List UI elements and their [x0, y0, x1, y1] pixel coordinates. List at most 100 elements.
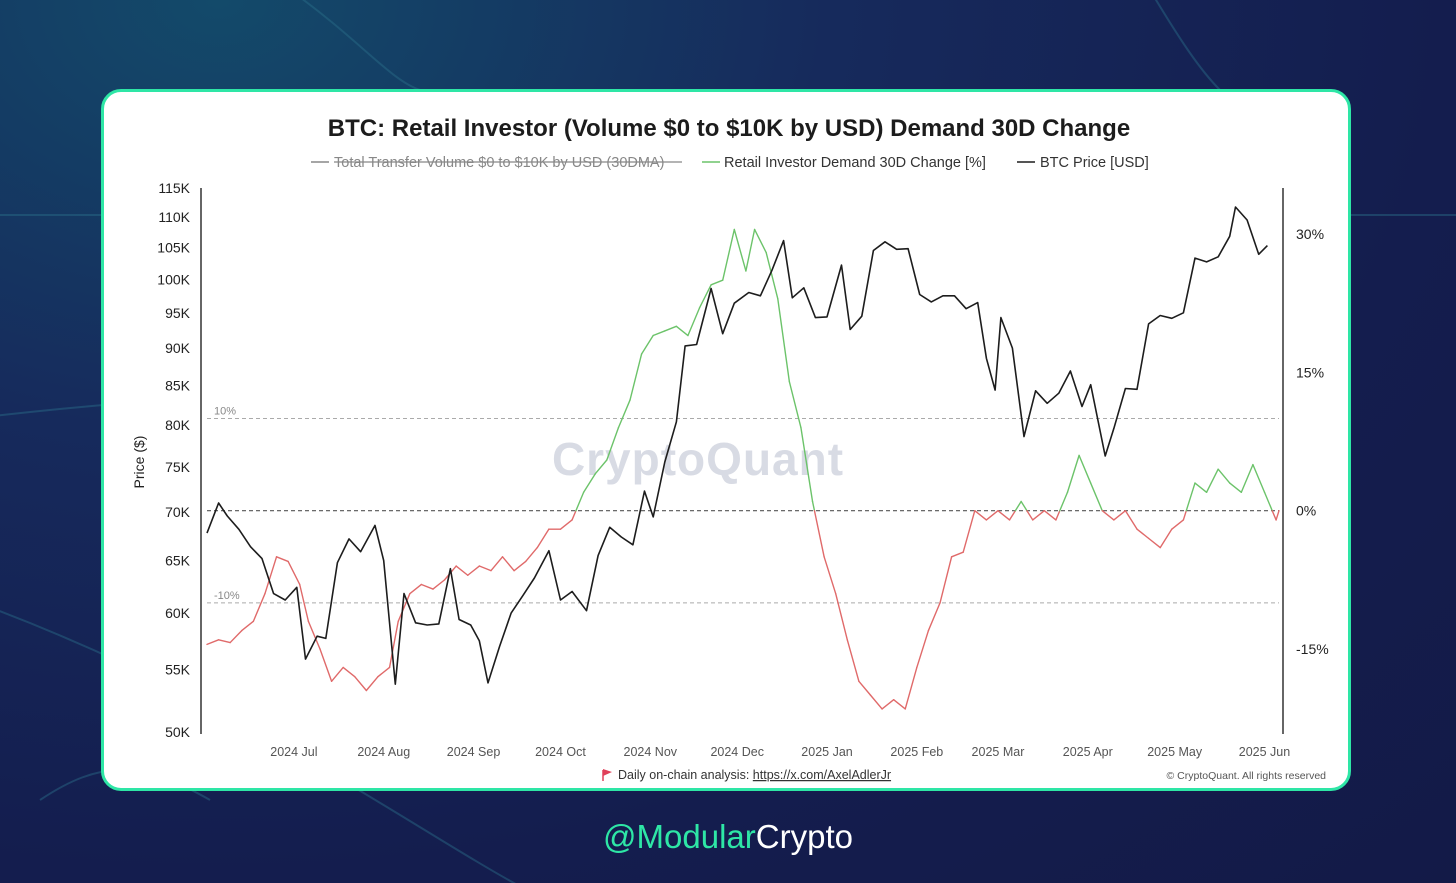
btc-price-series — [206, 206, 1268, 685]
retail-demand-segment — [733, 228, 747, 272]
retail-demand-segment — [342, 666, 356, 678]
left-tick-label: 55K — [165, 662, 191, 678]
retail-demand-segment — [811, 500, 816, 512]
retail-demand-segment — [409, 583, 423, 595]
retail-demand-segment — [606, 427, 620, 461]
retail-demand-segment — [275, 556, 289, 563]
retail-demand-segment — [698, 284, 712, 309]
retail-demand-segment — [722, 228, 736, 281]
retail-demand-segment — [892, 699, 906, 710]
x-tick-label: 2024 Jul — [270, 745, 317, 759]
retail-demand-segment — [559, 519, 573, 530]
retail-demand-segment — [1055, 510, 1061, 521]
retail-demand-segment — [1043, 510, 1057, 521]
retail-demand-segment — [629, 353, 643, 401]
x-tick-label: 2024 Aug — [357, 745, 410, 759]
retail-demand-segment — [1059, 491, 1069, 512]
retail-demand-segment — [1014, 500, 1022, 512]
left-tick-label: 80K — [165, 417, 191, 433]
brand-handle: @ModularCrypto — [0, 818, 1456, 856]
retail-demand-segment — [365, 675, 379, 692]
retail-demand-segment — [881, 699, 895, 710]
retail-demand-segment — [241, 620, 255, 632]
retail-demand-segment — [745, 228, 756, 272]
retail-demand-segment — [1026, 510, 1034, 521]
left-tick-label: 50K — [165, 724, 191, 740]
retail-demand-segment — [432, 579, 446, 590]
left-tick-label: 60K — [165, 605, 191, 621]
reference-line-label: -10% — [214, 590, 240, 602]
legend-label-retail-demand: Retail Investor Demand 30D Change [%] — [724, 155, 986, 171]
retail-demand-segment — [319, 648, 333, 682]
retail-demand-segment — [710, 279, 724, 286]
retail-demand-segment — [687, 307, 701, 337]
left-axis-title: Price ($) — [131, 436, 147, 489]
left-tick-label: 105K — [157, 239, 190, 255]
right-tick-label: 0% — [1296, 503, 1316, 519]
left-axis-ticks: 50K 55K 60K 65K 70K 75K 80K 85K 90K 95K 100K 105K 11… — [157, 180, 190, 740]
retail-demand-segment — [950, 551, 964, 558]
x-tick-label: 2024 Sep — [447, 745, 501, 759]
legend-label-total-transfer-volume: Total Transfer Volume $0 to $10K by USD … — [334, 155, 664, 171]
left-tick-label: 95K — [165, 305, 191, 321]
footer: Daily on-chain analysis: https://x.com/A… — [602, 768, 1326, 782]
legend: Total Transfer Volume $0 to $10K by USD … — [311, 155, 1149, 171]
retail-demand-segment — [397, 592, 411, 623]
chart-canvas: BTC: Retail Investor (Volume $0 to $10K … — [131, 115, 1329, 782]
retail-demand-segment — [525, 546, 538, 563]
retail-demand-segment — [1271, 510, 1277, 521]
legend-item-total-transfer-volume[interactable]: Total Transfer Volume $0 to $10K by USD … — [311, 155, 682, 171]
retail-demand-segment — [420, 583, 434, 590]
left-tick-label: 115K — [158, 180, 190, 196]
left-tick-label: 90K — [165, 340, 191, 356]
left-tick-label: 75K — [165, 459, 191, 475]
legend-item-btc-price[interactable]: BTC Price [USD] — [1017, 155, 1149, 171]
reference-lines: 10% -10% — [207, 406, 1279, 604]
retail-demand-segment — [217, 639, 231, 644]
retail-demand-segment — [788, 380, 802, 429]
reference-line-label: 10% — [214, 406, 236, 418]
retail-demand-segment — [330, 666, 344, 682]
retail-demand-segment — [299, 583, 310, 623]
retail-demand-segment — [1136, 528, 1150, 540]
retail-demand-segment — [813, 510, 825, 558]
retail-demand-segment — [571, 510, 577, 521]
retail-demand-segment — [377, 666, 391, 678]
retail-demand-segment — [229, 629, 243, 644]
retail-demand-segment — [388, 620, 399, 669]
legend-label-btc-price: BTC Price [USD] — [1040, 155, 1149, 171]
right-tick-label: -15% — [1296, 641, 1329, 657]
footer-link[interactable]: https://x.com/AxelAdlerJr — [753, 768, 891, 782]
retail-demand-segment — [1182, 510, 1187, 521]
retail-demand-segment — [513, 560, 527, 572]
legend-item-retail-demand[interactable]: Retail Investor Demand 30D Change [%] — [702, 155, 986, 171]
x-tick-label: 2024 Dec — [710, 745, 764, 759]
retail-demand-segment — [985, 510, 999, 521]
x-tick-label: 2024 Nov — [624, 745, 678, 759]
retail-demand-segment — [455, 565, 469, 576]
flag-icon — [602, 769, 612, 781]
left-tick-label: 100K — [157, 271, 190, 287]
x-tick-label: 2025 Feb — [890, 745, 943, 759]
retail-demand-segment — [467, 565, 481, 576]
x-tick-label: 2025 May — [1147, 745, 1203, 759]
x-tick-label: 2025 Jan — [801, 745, 852, 759]
retail-demand-segment — [536, 528, 550, 549]
retail-demand-segment — [823, 556, 837, 595]
retail-demand-segment — [1032, 510, 1046, 521]
retail-demand-segment — [664, 325, 678, 332]
retail-demand-segment — [287, 560, 301, 586]
retail-demand-segment — [1185, 482, 1196, 512]
retail-demand-segment — [1252, 463, 1266, 493]
retail-demand-segment — [1124, 510, 1138, 530]
left-tick-label: 65K — [165, 553, 191, 569]
watermark: CryptoQuant — [552, 433, 844, 485]
retail-demand-segment — [594, 459, 608, 475]
right-tick-label: 15% — [1296, 364, 1324, 380]
x-tick-label: 2025 Mar — [972, 745, 1025, 759]
x-tick-label: 2025 Apr — [1063, 745, 1113, 759]
retail-demand-segment — [962, 510, 976, 553]
retail-demand-segment — [1171, 519, 1185, 530]
retail-demand-segment — [1205, 468, 1219, 493]
retail-demand-segment — [575, 491, 585, 512]
